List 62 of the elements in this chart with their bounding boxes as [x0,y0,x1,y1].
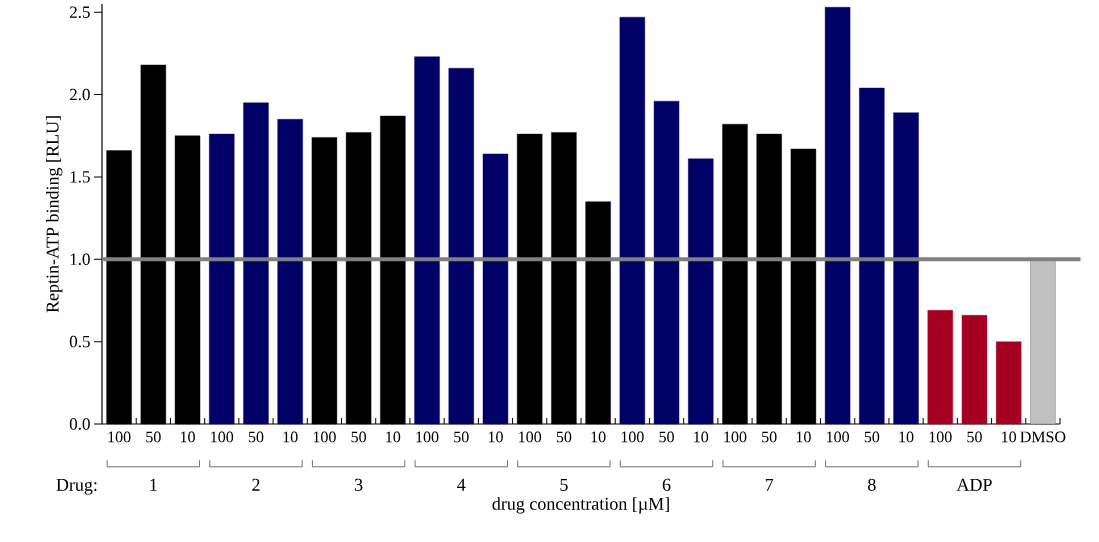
x-tick-label: 10 [1002,431,1017,443]
y-tick-label: 1.5 [70,171,90,183]
x-tick-label: 50 [967,431,982,443]
text: 4 [457,478,466,491]
text: ADP [956,478,992,491]
x-tick-label: 50 [556,431,572,443]
x-tick-label: 100 [827,431,849,443]
bar [824,7,851,425]
bar [414,56,440,425]
x-tick-label: 50 [659,431,674,443]
bar [277,119,303,425]
x-tick-label: 10 [386,431,401,443]
x-tick-label: 50 [762,431,777,443]
x-tick-label: 50 [454,431,469,443]
text: 1 [150,478,157,491]
text: 7 [765,478,774,491]
y-tick-label: 2.0 [69,88,90,101]
x-tick-label: 10 [694,431,709,443]
x-tick-label: 50 [146,431,161,443]
y-tick-label: 0.5 [69,335,90,348]
x-tick-label: 100 [519,431,542,443]
x-tick-label: 100 [108,431,131,443]
x-tick-label: 100 [929,431,952,443]
text: 8 [868,478,876,491]
text: 2 [252,478,260,491]
x-tick-label: 50 [248,431,264,443]
text: 5 [560,478,568,491]
text: 3 [354,478,363,491]
bar [619,16,646,425]
bar [996,341,1022,425]
y-tick-label: 1.0 [70,253,90,266]
x-tick-label: 10 [488,431,503,443]
bar [243,102,269,425]
x-tick-label: DMSO [1020,431,1066,443]
x-tick-label: 100 [416,431,439,443]
bar [927,310,953,425]
y-axis-title: Reptin-ATP binding [RLU] [45,116,63,313]
x-tick-label: 100 [313,431,336,443]
bar [448,68,474,425]
bar [688,158,714,425]
x-tick-label: 10 [899,431,914,443]
bar [653,100,680,425]
x-tick-label: 10 [180,431,195,443]
bar [482,153,509,425]
bar [961,315,988,425]
x-tick-label: 100 [621,431,644,443]
x-axis-title: drug concentration [µM] [492,497,669,514]
bar [859,87,885,425]
x-tick-label: 10 [796,431,811,443]
x-tick-label: 100 [211,431,234,443]
y-tick-label: 2.5 [69,6,90,18]
x-tick-label: 50 [351,431,366,443]
x-tick-label: 10 [591,431,606,443]
bar [893,112,919,425]
text: 6 [662,478,671,491]
x-tick-label: 10 [283,431,298,443]
x-tick-label: 50 [864,431,880,443]
x-tick-label: 100 [724,431,747,443]
text: Drug: [56,478,97,495]
bar [209,133,235,425]
y-tick-label: 0.0 [69,418,90,430]
bar [1030,259,1056,425]
